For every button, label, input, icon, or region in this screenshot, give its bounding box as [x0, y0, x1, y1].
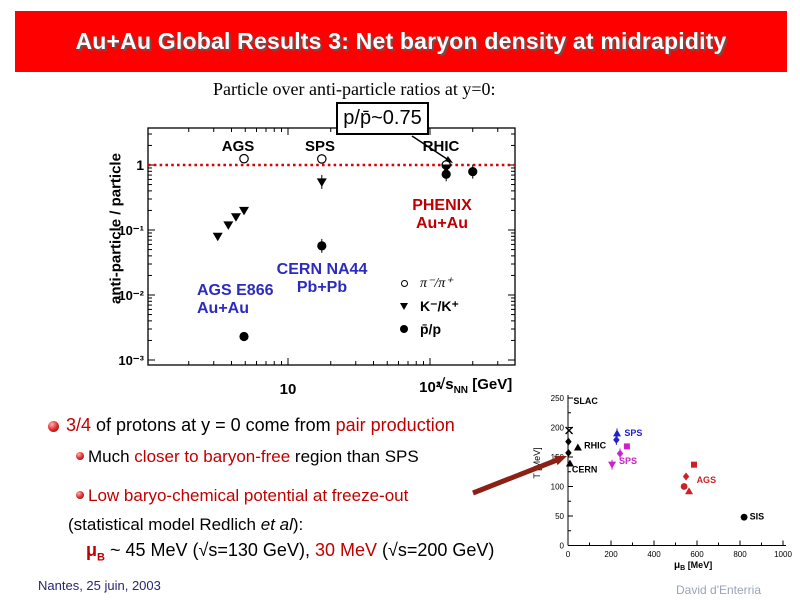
bullet1-body: of protons at y = 0 come from [91, 415, 336, 435]
title-banner: Au+Au Global Results 3: Net baryon densi… [15, 11, 787, 72]
svg-text:RHIC: RHIC [584, 441, 606, 451]
phase-diagram: 02004006008001000050100150200250SLACRHIC… [528, 388, 800, 590]
bullet2-highlight: closer to baryon-free [134, 447, 291, 466]
svg-text:100: 100 [551, 483, 565, 492]
bullet-chemical-potential: Low baryo-chemical potential at freeze-o… [88, 486, 408, 506]
phenix-annotation: PHENIX Au+Au [398, 197, 486, 233]
ags-line1: AGS E866 [197, 282, 274, 299]
chart-caption: Particle over anti-particle ratios at y=… [213, 79, 496, 99]
stat-close: ): [292, 515, 304, 534]
svg-text:10²: 10² [419, 379, 441, 396]
svg-text:SIS: SIS [750, 512, 765, 522]
svg-text:250: 250 [551, 394, 565, 403]
phenix-line2: Au+Au [416, 214, 468, 232]
sqrt-s-subscript: NN [453, 385, 469, 396]
svg-text:0: 0 [560, 542, 565, 551]
ratio-chart: 1 10⁻¹ 10⁻² 10⁻³ 10 10² anti-particle / parti… [100, 105, 540, 405]
accel-label-rhic: RHIC [422, 138, 460, 155]
open-circle-icon [400, 280, 408, 287]
svg-text:10: 10 [280, 381, 297, 398]
mu-value-200: (√s=200 GeV) [377, 540, 495, 560]
bullet2-body: Much [88, 447, 135, 466]
svg-text:T [MeV]: T [MeV] [532, 447, 542, 478]
bullet1-highlight: 3/4 [66, 415, 92, 435]
svg-text:10⁻³: 10⁻³ [118, 353, 144, 368]
sqrt-s-unit: [GeV] [468, 376, 513, 393]
svg-text:1000: 1000 [774, 550, 792, 559]
bullet-icon [48, 421, 59, 432]
pointer-arrow-icon [472, 455, 567, 496]
accel-label-sps: SPS [304, 138, 335, 155]
cern-line2: Pb+Pb [296, 278, 348, 296]
mu-value-130: ~ 45 MeV (√s=130 GeV), [104, 540, 315, 560]
svg-text:AGS: AGS [697, 475, 717, 485]
footer-author: David d'Enterria [676, 583, 761, 597]
statistical-model-note: (statistical model Redlich et al): [68, 515, 303, 535]
svg-text:200: 200 [604, 550, 618, 559]
stat-body: (statistical model Redlich [68, 515, 261, 534]
mu-subscript: B [97, 551, 105, 564]
legend-row-kaon: K⁻/K⁺ [396, 298, 459, 315]
sub-bullet-icon [76, 491, 84, 499]
sub-bullet-icon [76, 452, 84, 460]
svg-text:SPS: SPS [624, 428, 642, 438]
cern-line1: CERN NA44 [276, 261, 368, 278]
mu-b-values-line: μB ~ 45 MeV (√s=130 GeV), 30 MeV (√s=200… [86, 540, 494, 564]
svg-text:10⁻²: 10⁻² [118, 288, 144, 303]
filled-circle-icon [400, 325, 408, 333]
footer-date: Nantes, 25 juin, 2003 [38, 578, 161, 593]
ags-line2: Au+Au [197, 299, 249, 317]
slide-title: Au+Au Global Results 3: Net baryon densi… [75, 28, 727, 54]
svg-text:0: 0 [566, 550, 571, 559]
svg-text:1: 1 [136, 157, 144, 173]
svg-text:SPS: SPS [619, 456, 637, 466]
phenix-line1: PHENIX [412, 197, 472, 214]
svg-text:SLAC: SLAC [573, 396, 598, 406]
svg-text:μB [MeV]: μB [MeV] [674, 560, 712, 572]
legend-label-pion: π⁻/π⁺ [420, 276, 453, 291]
svg-text:CERN: CERN [572, 464, 598, 474]
triangle-down-icon [400, 303, 408, 310]
mu-symbol: μ [86, 540, 98, 560]
svg-text:600: 600 [690, 550, 704, 559]
ratio-chart-ylabel: anti-particle / particle [107, 153, 125, 304]
bullet2-body2: region than SPS [290, 447, 419, 466]
bullet-pair-production: 3/4 of protons at y = 0 come from pair p… [66, 415, 455, 436]
stat-etal: et al [260, 515, 293, 534]
svg-text:400: 400 [647, 550, 661, 559]
mu-value-200-highlight: 30 MeV [314, 540, 377, 560]
ratio-chart-xlabel: √sNN [GeV] [437, 376, 512, 396]
legend-row-proton: p̄/p [396, 321, 441, 337]
bullet1-highlight2: pair production [335, 415, 455, 435]
bullet3-highlight: Low baryo-chemical potential at freeze-o… [88, 486, 409, 505]
sqrt-s-symbol: √s [437, 376, 454, 393]
svg-text:200: 200 [551, 424, 565, 433]
ags-e866-annotation: AGS E866 Au+Au [197, 282, 273, 318]
legend-label-kaon: K⁻/K⁺ [420, 298, 459, 314]
svg-text:50: 50 [555, 512, 564, 521]
svg-text:10⁻¹: 10⁻¹ [118, 223, 144, 238]
bullet-baryon-free: Much closer to baryon-free region than S… [88, 447, 419, 467]
phase-diagram-plot: 02004006008001000050100150200250SLACRHIC… [532, 394, 792, 572]
cern-na44-annotation: CERN NA44 Pb+Pb [267, 261, 377, 297]
pbar-ratio-callout: p/p̄~0.75 [336, 102, 429, 135]
accel-label-ags: AGS [221, 138, 255, 155]
legend-row-pion: π⁻/π⁺ [396, 275, 453, 292]
legend-label-proton: p̄/p [420, 321, 441, 337]
svg-text:800: 800 [733, 550, 747, 559]
